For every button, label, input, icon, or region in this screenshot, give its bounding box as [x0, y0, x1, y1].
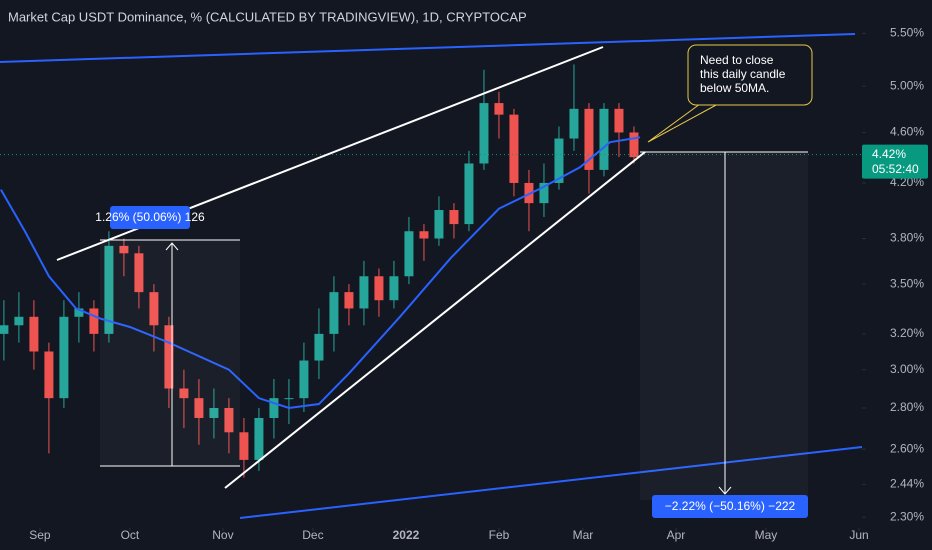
candle-body [449, 210, 459, 225]
measure-area [640, 152, 808, 500]
candle-body [0, 325, 9, 334]
candle-body [149, 292, 159, 326]
candle-body [194, 398, 204, 418]
x-tick-label: Apr [667, 528, 686, 542]
y-tick-label: 2.30% [890, 509, 924, 523]
candle-body [599, 108, 609, 170]
candle-body [539, 182, 549, 204]
measure-area [100, 240, 240, 466]
candle-body [389, 276, 399, 301]
candle-body [59, 316, 69, 399]
x-tick-label: Mar [573, 528, 594, 542]
candle-body [509, 114, 519, 183]
candle-body [584, 108, 594, 170]
y-tick-label: 3.80% [890, 231, 924, 245]
candle-body [419, 231, 429, 239]
candle-body [89, 308, 99, 334]
y-tick-label: 3.20% [890, 326, 924, 340]
y-tick-label: 5.00% [890, 78, 924, 92]
candle-body [239, 432, 249, 460]
y-tick-label: 2.44% [890, 477, 924, 491]
measure-label: 1.26% (50.06%) 126 [95, 210, 205, 224]
x-tick-label: Oct [121, 528, 140, 542]
price-tag [862, 144, 928, 179]
candle-body [209, 407, 219, 418]
chart-title: Market Cap USDT Dominance, % (CALCULATED… [8, 9, 527, 24]
candle-body [494, 103, 504, 115]
y-tick-label: 3.00% [890, 362, 924, 376]
callout-text: below 50MA. [700, 81, 769, 95]
measure-label-box [110, 206, 190, 229]
measure-arrowhead [718, 486, 732, 495]
y-tick-label: 4.20% [890, 175, 924, 189]
plot-area [0, 64, 862, 478]
price-axis [862, 0, 932, 550]
candle-body [44, 351, 54, 399]
candle-body [134, 253, 144, 293]
candle-body [74, 308, 84, 317]
candle-body [29, 316, 39, 352]
candle-body [269, 398, 279, 418]
x-tick-label: Nov [212, 528, 233, 542]
moving-average [0, 136, 641, 410]
price-tag-countdown: 05:52:40 [872, 162, 919, 176]
candle-body [284, 398, 294, 400]
measure-label-box [652, 495, 808, 518]
x-tick-label: Jun [849, 528, 868, 542]
candle-body [119, 245, 129, 254]
y-tick-label: 3.50% [890, 276, 924, 290]
channel-line [239, 446, 863, 519]
candle-body [464, 163, 474, 225]
candle-body [404, 231, 414, 277]
candle-body [329, 292, 339, 334]
axes: 5.50% 5.00% 4.60% 4.20% 3.80% 3.50% 3.20% 3.00%… [29, 0, 932, 550]
y-tick-label: 5.50% [890, 25, 924, 39]
y-tick-label: 2.60% [890, 441, 924, 455]
candle-body [614, 108, 624, 133]
candle-body [104, 245, 114, 334]
measure-label: −2.22% (−50.16%) −222 [665, 499, 796, 513]
candle-body [224, 407, 234, 433]
x-tick-label: May [755, 528, 778, 542]
channel-line [0, 33, 856, 63]
candle-body [164, 325, 174, 389]
x-tick-label: Feb [489, 528, 510, 542]
candle-body [359, 276, 369, 309]
candle-body [344, 292, 354, 309]
candle-body [14, 316, 24, 326]
candle-body [299, 360, 309, 399]
price-tag-label: 4.42% [872, 147, 906, 161]
candle-body [554, 138, 564, 183]
x-tick-label: Dec [302, 528, 323, 542]
candle-body [254, 417, 264, 460]
callout-text: this daily candle [700, 67, 786, 81]
candle-body [629, 132, 639, 158]
wedge-line [224, 151, 646, 489]
y-tick-label: 4.60% [890, 125, 924, 139]
candle-body [179, 388, 189, 399]
candle-body [569, 108, 579, 139]
measure-arrowhead [165, 242, 179, 251]
candle-body [479, 103, 489, 164]
x-tick-label: Sep [29, 528, 51, 542]
candle-body [314, 333, 324, 361]
callout-box [687, 44, 813, 106]
x-tick-label: 2022 [393, 528, 420, 542]
candle-body [434, 210, 444, 239]
callout-text: Need to close [700, 53, 774, 67]
y-tick-label: 2.80% [890, 400, 924, 414]
candle-body [374, 276, 384, 301]
